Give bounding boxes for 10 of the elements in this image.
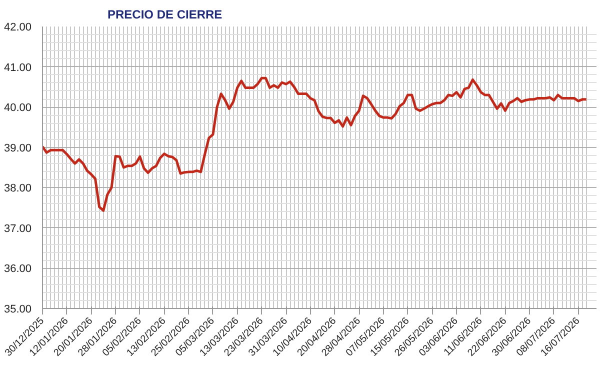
y-tick-label: 40.00: [4, 102, 32, 114]
y-tick-label: 42.00: [4, 22, 32, 34]
y-tick-label: 35.00: [4, 304, 32, 316]
y-tick-label: 36.00: [4, 263, 32, 276]
chart-title: PRECIO DE CIERRE: [108, 8, 222, 22]
line-series: [42, 76, 588, 212]
y-tick-label: 39.00: [4, 142, 32, 154]
y-tick-label: 37.00: [4, 222, 32, 235]
y-tick-label: 38.00: [4, 182, 32, 195]
y-tick-label: 41.00: [4, 62, 32, 74]
